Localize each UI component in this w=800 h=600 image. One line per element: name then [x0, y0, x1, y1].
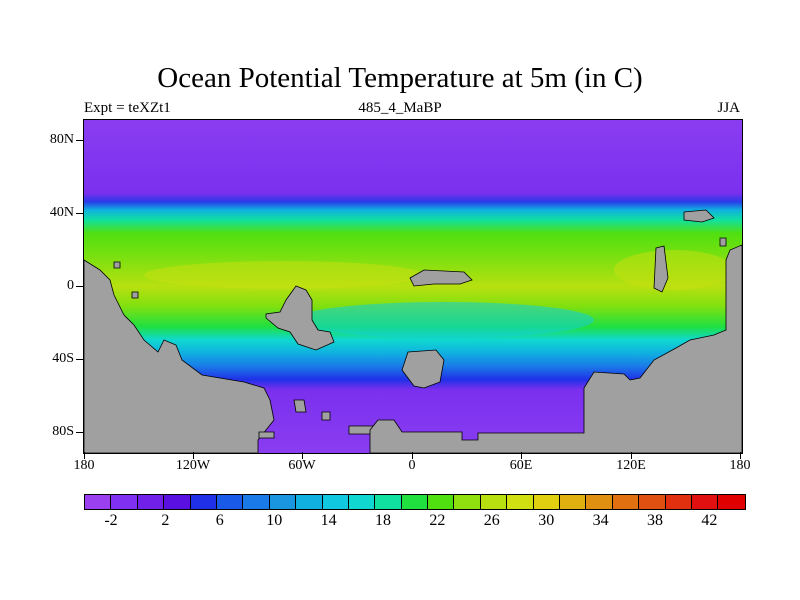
colorbar — [84, 494, 746, 510]
colorbar-cell — [454, 495, 481, 509]
small-island-w — [113, 261, 121, 269]
colorbar-cell — [428, 495, 455, 509]
colorbar-label: 22 — [429, 512, 446, 529]
colorbar-label: 30 — [538, 512, 555, 529]
lon-tick — [740, 452, 741, 459]
colorbar-cell — [586, 495, 613, 509]
lat-label-0: 0 — [67, 278, 74, 293]
warm-band — [144, 261, 424, 289]
lon-tick — [302, 452, 303, 459]
lat-label-40s: 40S — [52, 351, 74, 366]
map-plot — [83, 119, 743, 454]
temperature-field — [84, 120, 742, 453]
equatorial-cool-tongue — [294, 302, 594, 338]
colorbar-cell — [665, 495, 692, 509]
colorbar-label: 34 — [592, 512, 609, 529]
experiment-label: Expt = teXZt1 — [84, 100, 171, 116]
lat-tick — [76, 286, 83, 287]
colorbar-cell — [296, 495, 323, 509]
island-south-c — [293, 399, 307, 413]
colorbar-label: 6 — [215, 512, 224, 529]
eastern-continent — [369, 244, 742, 453]
colorbar-cell — [612, 495, 640, 509]
colorbar-label: -2 — [104, 512, 118, 529]
lon-tick — [84, 452, 85, 459]
lat-tick — [76, 432, 83, 433]
lon-label-0: 0 — [408, 458, 416, 473]
lon-label-180e: 180 — [729, 458, 751, 473]
colorbar-cell — [718, 495, 745, 509]
lon-tick — [631, 452, 632, 459]
colorbar-label: 26 — [483, 512, 500, 529]
lon-label-60e: 60E — [509, 458, 533, 473]
lon-tick — [521, 452, 522, 459]
season-label: JJA — [717, 100, 740, 116]
eastern-island-chain — [653, 245, 669, 293]
colorbar-cell — [269, 495, 297, 509]
colorbar-cell — [691, 495, 719, 509]
colorbar-cell — [639, 495, 666, 509]
colorbar-cell — [243, 495, 270, 509]
lon-tick — [193, 452, 194, 459]
colorbar-cell — [137, 495, 165, 509]
colorbar-cell — [375, 495, 402, 509]
lon-label-180w: 180 — [73, 458, 95, 473]
warm-band-east — [614, 250, 734, 290]
southern-landmass — [401, 349, 445, 389]
map-title: Ocean Potential Temperature at 5m (in C) — [157, 62, 643, 94]
island-south-a — [258, 431, 275, 439]
small-island-ne — [719, 237, 727, 247]
lat-tick — [76, 359, 83, 360]
colorbar-cell — [111, 495, 138, 509]
equatorial-island — [409, 269, 473, 287]
colorbar-cell — [322, 495, 349, 509]
northern-island — [683, 209, 715, 223]
colorbar-cell — [533, 495, 561, 509]
colorbar-cell — [348, 495, 376, 509]
colorbar-label: 2 — [161, 512, 170, 529]
lat-label-40n: 40N — [49, 205, 74, 220]
colorbar-cell — [401, 495, 429, 509]
lat-label-80s: 80S — [52, 424, 74, 439]
colorbar-cell — [480, 495, 508, 509]
lon-label-120w: 120W — [175, 458, 211, 473]
colorbar-label: 18 — [375, 512, 391, 529]
small-island-w2 — [131, 291, 139, 299]
colorbar-label: 14 — [320, 512, 337, 529]
central-continent — [265, 285, 335, 351]
age-label: 485_4_MaBP — [358, 100, 442, 116]
colorbar-cell — [216, 495, 244, 509]
colorbar-cell — [560, 495, 587, 509]
colorbar-label: 10 — [266, 512, 283, 529]
lat-tick — [76, 140, 83, 141]
colorbar-cell — [507, 495, 534, 509]
lon-label-120e: 120E — [616, 458, 646, 473]
lon-label-60w: 60W — [288, 458, 316, 473]
colorbar-cell — [190, 495, 217, 509]
island-south-d — [321, 411, 331, 421]
lat-label-80n: 80N — [49, 132, 74, 147]
lat-tick — [76, 213, 83, 214]
colorbar-cell — [164, 495, 191, 509]
lon-tick — [412, 452, 413, 459]
colorbar-cell — [85, 495, 112, 509]
colorbar-label: 38 — [647, 512, 663, 529]
colorbar-label: 42 — [701, 512, 718, 529]
land-masses — [84, 209, 742, 453]
